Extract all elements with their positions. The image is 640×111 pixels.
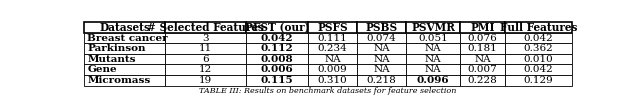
Text: NA: NA (425, 65, 442, 74)
Bar (460, 64, 505, 75)
Bar (84, 33, 165, 43)
Bar (246, 22, 308, 33)
Text: Parkinson: Parkinson (87, 44, 146, 53)
Bar (165, 33, 246, 43)
Bar (84, 64, 165, 75)
Bar (460, 43, 505, 54)
Text: PSBS: PSBS (365, 22, 398, 33)
Bar (460, 54, 505, 64)
Text: Mutants: Mutants (87, 55, 136, 64)
Bar (246, 54, 308, 64)
Bar (308, 33, 357, 43)
Text: 0.074: 0.074 (367, 34, 397, 43)
Text: Breast cancer: Breast cancer (87, 34, 168, 43)
Text: 3: 3 (202, 34, 209, 43)
Text: PSVMR: PSVMR (412, 22, 455, 33)
Bar (308, 43, 357, 54)
Bar (460, 22, 505, 33)
Bar (308, 64, 357, 75)
Bar (308, 75, 357, 86)
Text: PMI: PMI (470, 22, 495, 33)
Bar (460, 33, 505, 43)
Text: NA: NA (373, 65, 390, 74)
Text: NA: NA (425, 55, 442, 64)
Text: Micromass: Micromass (87, 76, 150, 85)
Text: 0.096: 0.096 (417, 76, 450, 85)
Bar (308, 54, 357, 64)
Text: 0.051: 0.051 (419, 34, 448, 43)
Text: NA: NA (474, 55, 491, 64)
Text: 0.111: 0.111 (317, 34, 348, 43)
Text: 0.007: 0.007 (468, 65, 497, 74)
Text: 0.129: 0.129 (524, 76, 554, 85)
Text: 0.006: 0.006 (260, 65, 293, 74)
Text: Full Features: Full Features (500, 22, 577, 33)
Text: 0.234: 0.234 (317, 44, 348, 53)
Bar (165, 75, 246, 86)
Text: Datasets: Datasets (99, 22, 150, 33)
Bar (406, 54, 460, 64)
Text: 0.115: 0.115 (260, 76, 293, 85)
Bar (357, 22, 406, 33)
Text: 11: 11 (199, 44, 212, 53)
Bar (357, 33, 406, 43)
Text: 0.042: 0.042 (260, 34, 293, 43)
Text: TABLE III: Results on benchmark datasets for feature selection: TABLE III: Results on benchmark datasets… (199, 87, 457, 95)
Bar (406, 64, 460, 75)
Text: 0.042: 0.042 (524, 65, 554, 74)
Bar (505, 75, 572, 86)
Text: NA: NA (373, 44, 390, 53)
Text: 0.112: 0.112 (260, 44, 293, 53)
Text: 0.218: 0.218 (367, 76, 397, 85)
Bar (84, 22, 165, 33)
Text: 0.362: 0.362 (524, 44, 554, 53)
Bar (84, 43, 165, 54)
Bar (460, 75, 505, 86)
Bar (246, 75, 308, 86)
Text: 0.076: 0.076 (468, 34, 497, 43)
Text: 19: 19 (199, 76, 212, 85)
Text: Gene: Gene (87, 65, 117, 74)
Text: 0.009: 0.009 (317, 65, 348, 74)
Text: 0.042: 0.042 (524, 34, 554, 43)
Bar (165, 22, 246, 33)
Bar (165, 64, 246, 75)
Text: # Selected Features: # Selected Features (147, 22, 264, 33)
Bar (246, 64, 308, 75)
Text: NA: NA (324, 55, 340, 64)
Bar (165, 54, 246, 64)
Bar (357, 75, 406, 86)
Bar (357, 54, 406, 64)
Text: PSFS: PSFS (317, 22, 348, 33)
Text: 0.310: 0.310 (317, 76, 348, 85)
Text: NA: NA (425, 44, 442, 53)
Text: 6: 6 (202, 55, 209, 64)
Bar (357, 64, 406, 75)
Bar (406, 43, 460, 54)
Bar (246, 43, 308, 54)
Bar (505, 54, 572, 64)
Text: PFST (our): PFST (our) (244, 22, 309, 33)
Bar (406, 75, 460, 86)
Bar (505, 43, 572, 54)
Text: 0.010: 0.010 (524, 55, 554, 64)
Bar (84, 75, 165, 86)
Text: 0.228: 0.228 (468, 76, 497, 85)
Bar (406, 22, 460, 33)
Text: 12: 12 (199, 65, 212, 74)
Bar (406, 33, 460, 43)
Bar (505, 22, 572, 33)
Text: 0.008: 0.008 (260, 55, 293, 64)
Bar (165, 43, 246, 54)
Bar (246, 33, 308, 43)
Bar (308, 22, 357, 33)
Bar (505, 33, 572, 43)
Text: 0.181: 0.181 (468, 44, 497, 53)
Bar (505, 64, 572, 75)
Bar (84, 54, 165, 64)
Bar (357, 43, 406, 54)
Text: NA: NA (373, 55, 390, 64)
